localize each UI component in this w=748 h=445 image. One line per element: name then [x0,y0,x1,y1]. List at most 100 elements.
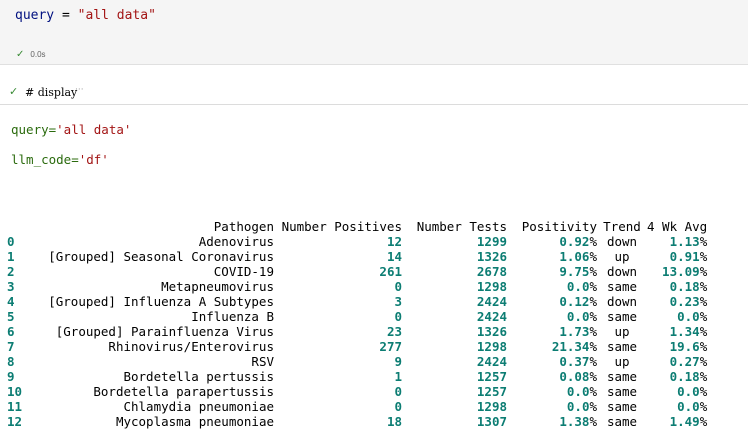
header-positives: Number Positives [281,219,402,234]
cell-trend: down [606,294,638,309]
row-index: 1 [7,249,15,264]
cell-positives: 23 [386,324,402,339]
percent-sign: % [699,324,708,339]
cell-4wk-avg: 1.49% [669,414,708,429]
header-4wk-avg: 4 Wk Avg [647,219,708,234]
cell-positivity: 1.06% [559,249,597,264]
percent-sign: % [589,279,597,294]
percent-sign: % [699,294,708,309]
percent-sign: % [589,264,597,279]
checkmark-icon: ✓ [9,85,19,98]
cell-trend: same [606,414,638,429]
more-icon[interactable]: ··· [75,85,84,95]
cell-tests: 1257 [476,369,507,384]
cell-pathogen: Bordetella parapertussis [93,384,274,399]
cell-trend: up [614,249,630,264]
cell-tests: 2424 [476,294,507,309]
cell-positivity: 0.0% [566,384,597,399]
execution-status: ✓ 0.0s [16,49,46,60]
cell-trend: up [614,324,630,339]
cell-trend: down [606,234,638,249]
percent-sign: % [699,249,708,264]
cell-tests: 1298 [476,279,507,294]
row-index: 10 [7,384,23,399]
code-cell-query[interactable]: query = "all data" ✓ 0.0s [0,0,748,65]
table-row: 9 Bordetella pertussis 1 1257 0.08% same 0.18% [7,369,707,384]
cell-trend: up [614,354,630,369]
table-row: 1 [Grouped] Seasonal Coronavirus 14 1326 1.0… [7,249,707,264]
percent-sign: % [589,294,597,309]
cell-positives: 12 [386,234,402,249]
cell-positivity: 1.38% [559,414,597,429]
code-variable: query [15,8,55,23]
cell-pathogen: Adenovirus [198,234,274,249]
cell-positivity: 0.92% [559,234,597,249]
cell-tests: 1326 [476,249,507,264]
table-row: 8 RSV 9 2424 0.37% up 0.27% [7,354,707,369]
output-query-value: 'all data' [56,122,132,137]
output-query-key: query= [11,122,57,137]
code-line[interactable]: query = "all data" [15,8,156,23]
percent-sign: % [699,339,708,354]
output-query-line: query='all data' [11,122,131,137]
cell-tests: 2678 [476,264,507,279]
cell-positivity: 0.37% [559,354,597,369]
row-index: 2 [7,264,15,279]
code-operator: = [54,8,78,23]
header-positivity: Positivity [521,219,597,234]
percent-sign: % [589,324,597,339]
table-row: 12 Mycoplasma pneumoniae 18 1307 1.38% same 1.… [7,414,707,429]
cell-tests: 1326 [476,324,507,339]
cell-positivity: 21.34% [551,339,597,354]
percent-sign: % [589,339,597,354]
collapsed-cell-comment: # display [25,86,78,99]
cell-trend: same [606,369,638,384]
row-index: 9 [7,369,15,384]
cell-trend: down [606,264,638,279]
table-row: 11 Chlamydia pneumoniae 0 1298 0.0% same 0.0% [7,399,707,414]
cell-positivity: 0.08% [559,369,597,384]
cell-positives: 1 [394,369,402,384]
cell-tests: 1298 [476,399,507,414]
table-row: 6 [Grouped] Parainfluenza Virus 23 1326 1.73… [7,324,707,339]
percent-sign: % [589,354,597,369]
row-index: 3 [7,279,15,294]
cell-pathogen: Metapneumovirus [161,279,274,294]
cell-4wk-avg: 0.91% [669,249,708,264]
cell-pathogen: Bordetella pertussis [123,369,274,384]
table-row: 0 Adenovirus 12 1299 0.92% down 1.13% [7,234,707,249]
cell-4wk-avg: 13.09% [662,264,708,279]
cell-tests: 2424 [476,354,507,369]
cell-pathogen: Chlamydia pneumoniae [123,399,274,414]
row-index: 5 [7,309,15,324]
percent-sign: % [699,414,708,429]
cell-4wk-avg: 0.18% [669,369,708,384]
dataframe-table: Pathogen Number Positives Number Tests P… [7,219,707,429]
cell-tests: 2424 [476,309,507,324]
execution-time: 0.0s [30,50,46,59]
cell-4wk-avg: 19.6% [669,339,708,354]
cell-4wk-avg: 0.0% [677,399,708,414]
cell-4wk-avg: 0.0% [677,309,708,324]
row-index: 6 [7,324,15,339]
cell-trend: same [606,399,638,414]
table-row: 10 Bordetella parapertussis 0 1257 0.0% same 0… [7,384,707,399]
cell-4wk-avg: 0.18% [669,279,708,294]
cell-positivity: 0.12% [559,294,597,309]
table-row: 2 COVID-19 261 2678 9.75% down 13.09% [7,264,707,279]
header-trend: Trend [603,219,641,234]
table-row: 7 Rhinovirus/Enterovirus 277 1298 21.34% same… [7,339,707,354]
cell-4wk-avg: 0.23% [669,294,708,309]
cell-pathogen: Influenza B [191,309,274,324]
row-index: 12 [7,414,23,429]
percent-sign: % [699,384,708,399]
percent-sign: % [699,264,708,279]
code-cell-display[interactable]: ✓ # display ··· [0,77,748,105]
table-row: 3 Metapneumovirus 0 1298 0.0% same 0.18% [7,279,707,294]
row-index: 4 [7,294,15,309]
cell-trend: same [606,339,638,354]
percent-sign: % [589,309,597,324]
percent-sign: % [589,414,597,429]
cell-positives: 9 [394,354,402,369]
percent-sign: % [699,369,708,384]
